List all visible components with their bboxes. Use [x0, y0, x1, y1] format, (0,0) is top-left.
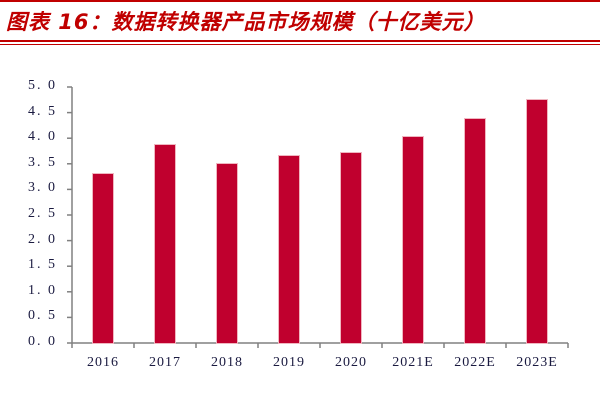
bar-2017	[155, 144, 175, 343]
title-divider	[0, 40, 600, 42]
title-divider-thin	[0, 44, 600, 45]
x-tick-label: 2022E	[454, 355, 496, 370]
y-tick-label: 5. 0	[28, 78, 57, 93]
y-tick-label: 4. 5	[28, 103, 57, 119]
x-tick-label: 2018	[211, 355, 243, 370]
x-tick-label: 2020	[335, 355, 367, 370]
y-tick-label: 3. 5	[28, 154, 57, 170]
bar-2021E	[403, 137, 423, 343]
chart-title: 图表 16：数据转换器产品市场规模（十亿美元）	[6, 10, 486, 34]
x-tick-label: 2023E	[516, 355, 558, 370]
bar-2020	[341, 153, 361, 343]
bar-2019	[279, 156, 299, 343]
x-tick-label: 2019	[273, 355, 305, 370]
bar-2023E	[527, 99, 547, 343]
y-tick-label: 1. 5	[28, 257, 57, 273]
x-tick-label: 2016	[87, 355, 119, 370]
bar-2022E	[465, 119, 485, 343]
title-bar: 图表 16：数据转换器产品市场规模（十亿美元）	[0, 0, 600, 45]
x-tick-label: 2021E	[392, 355, 434, 370]
y-tick-label: 0. 0	[28, 334, 57, 349]
y-tick-label: 2. 5	[28, 206, 57, 221]
y-tick-label: 4. 0	[28, 129, 57, 145]
y-tick-label: 1. 0	[28, 282, 57, 298]
bar-2016	[93, 174, 113, 343]
y-tick-label: 3. 0	[28, 180, 57, 196]
x-tick-label: 2017	[149, 355, 181, 370]
y-tick-label: 0. 5	[28, 308, 57, 324]
y-tick-label: 2. 0	[28, 231, 57, 247]
bar-2018	[217, 163, 237, 343]
